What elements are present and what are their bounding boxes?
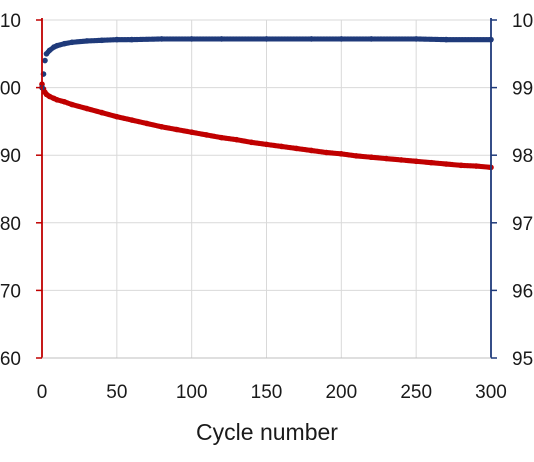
x-tick-label: 100 <box>176 382 208 403</box>
data-point <box>114 113 120 120</box>
data-point <box>338 151 345 157</box>
data-point <box>413 158 419 165</box>
data-point <box>368 36 375 42</box>
y-right-tick-label: 96 <box>512 281 533 302</box>
y-left-tick-label: 80 <box>0 214 21 235</box>
data-point <box>293 145 300 152</box>
y-right-tick-label: 10 <box>512 11 533 32</box>
data-point <box>233 136 240 143</box>
y-left-tick-label: 10 <box>0 11 21 32</box>
data-point <box>218 134 225 141</box>
y-left-tick-label: 60 <box>0 349 21 370</box>
data-point <box>188 129 195 136</box>
data-point <box>443 161 449 167</box>
data-point <box>308 147 315 154</box>
data-point <box>473 163 479 169</box>
x-tick-label: 250 <box>400 382 432 403</box>
data-point <box>46 93 53 100</box>
y-right-tick-label: 95 <box>512 349 533 370</box>
data-point <box>458 162 464 169</box>
data-point <box>54 42 60 49</box>
data-point <box>143 120 150 127</box>
y-left-tick-label: 00 <box>0 79 21 100</box>
data-point <box>218 36 225 42</box>
y-left-tick-label: 90 <box>0 146 21 167</box>
y-right-tick-label: 99 <box>512 79 533 100</box>
data-point <box>158 124 165 130</box>
data-point <box>428 159 434 166</box>
x-axis-title: Cycle number <box>196 419 338 445</box>
data-point <box>42 57 48 64</box>
y-right-tick-label: 98 <box>512 146 533 167</box>
data-point <box>46 47 53 54</box>
data-point <box>308 36 315 42</box>
tick-labels: 0 50 100 150 200 250 300 60 70 80 90 00 10 95 96 97 98 99… <box>0 11 533 403</box>
gridlines <box>42 19 491 359</box>
data-point <box>54 96 60 103</box>
data-point <box>353 153 360 159</box>
x-tick-label: 50 <box>106 382 127 403</box>
data-point <box>368 154 375 161</box>
data-point <box>69 39 75 46</box>
x-tick-label: 300 <box>475 382 507 403</box>
data-point <box>278 143 285 150</box>
data-point <box>263 141 270 148</box>
data-point <box>129 36 135 43</box>
data-point <box>69 101 75 108</box>
data-point <box>338 36 345 42</box>
data-point <box>61 40 68 47</box>
data-point <box>188 36 195 42</box>
data-point <box>323 149 330 156</box>
x-tick-label: 200 <box>325 382 357 403</box>
data-point <box>158 36 165 42</box>
y-right-tick-label: 97 <box>512 214 533 235</box>
data-point <box>413 36 419 42</box>
data-point <box>383 155 390 162</box>
data-point <box>129 117 135 123</box>
series-layer <box>39 36 494 171</box>
data-point <box>263 36 270 42</box>
data-point <box>398 157 405 163</box>
data-point <box>173 126 180 133</box>
axes <box>36 18 497 359</box>
data-point <box>114 36 120 43</box>
data-point <box>61 98 68 105</box>
data-point <box>248 139 255 146</box>
data-point <box>84 105 90 112</box>
data-point <box>443 36 449 43</box>
series-2-markers <box>39 36 493 91</box>
data-point <box>203 132 210 138</box>
data-point <box>99 109 105 116</box>
series-2 <box>39 36 494 91</box>
data-point <box>99 37 105 44</box>
x-tick-label: 150 <box>251 382 283 403</box>
y-left-tick-label: 70 <box>0 281 21 302</box>
series-1-markers <box>39 81 493 170</box>
x-tick-label: 0 <box>37 382 48 403</box>
data-point <box>84 38 90 44</box>
